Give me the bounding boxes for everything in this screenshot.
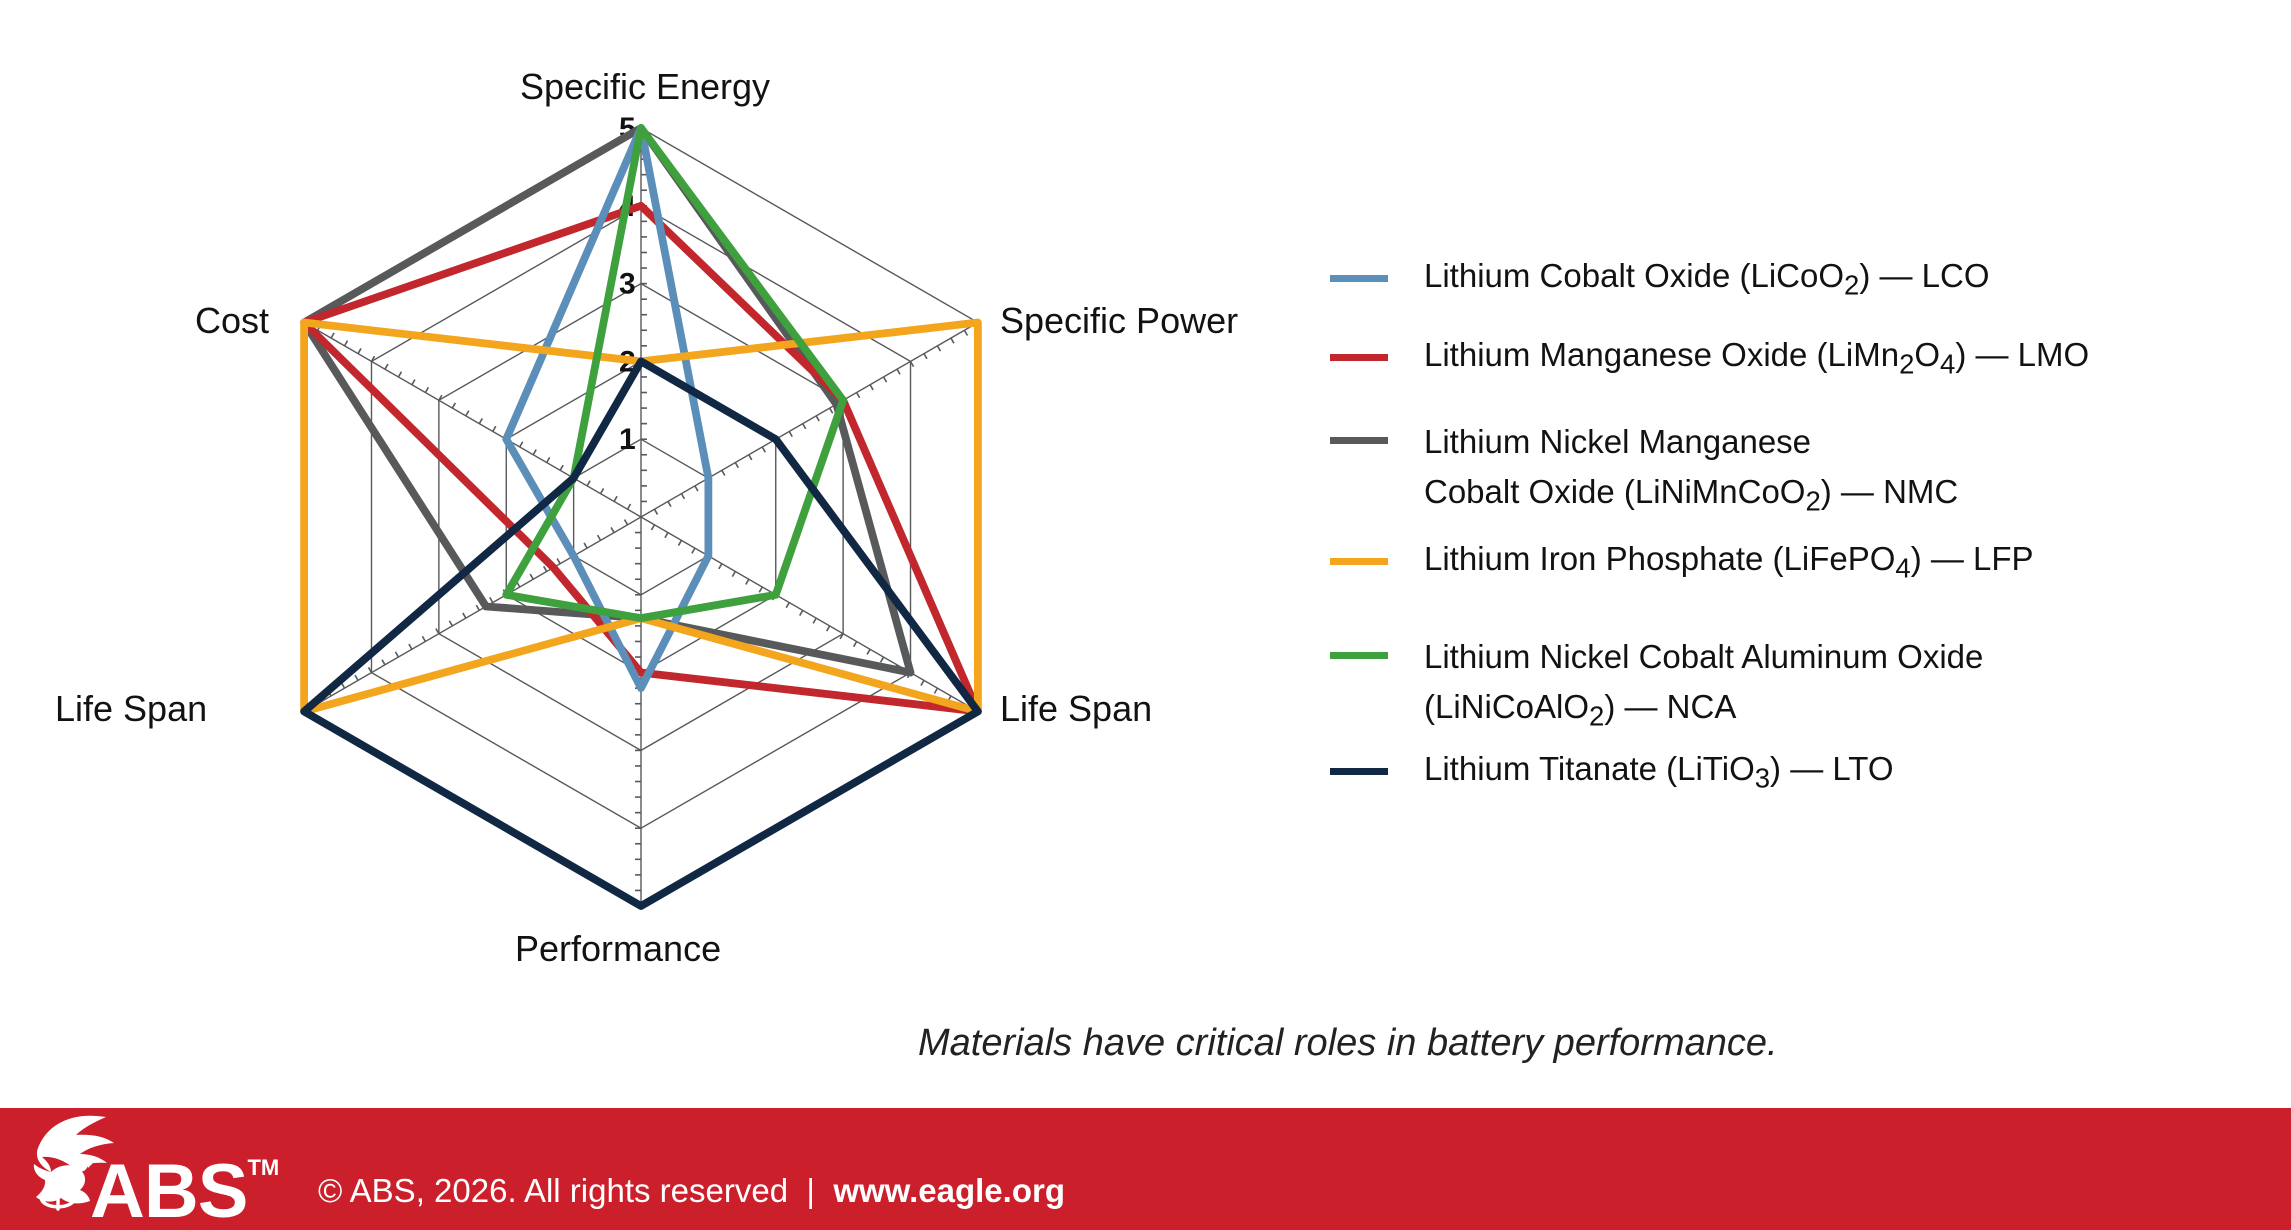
svg-text:1: 1 — [619, 423, 636, 456]
svg-text:3: 3 — [619, 268, 636, 301]
